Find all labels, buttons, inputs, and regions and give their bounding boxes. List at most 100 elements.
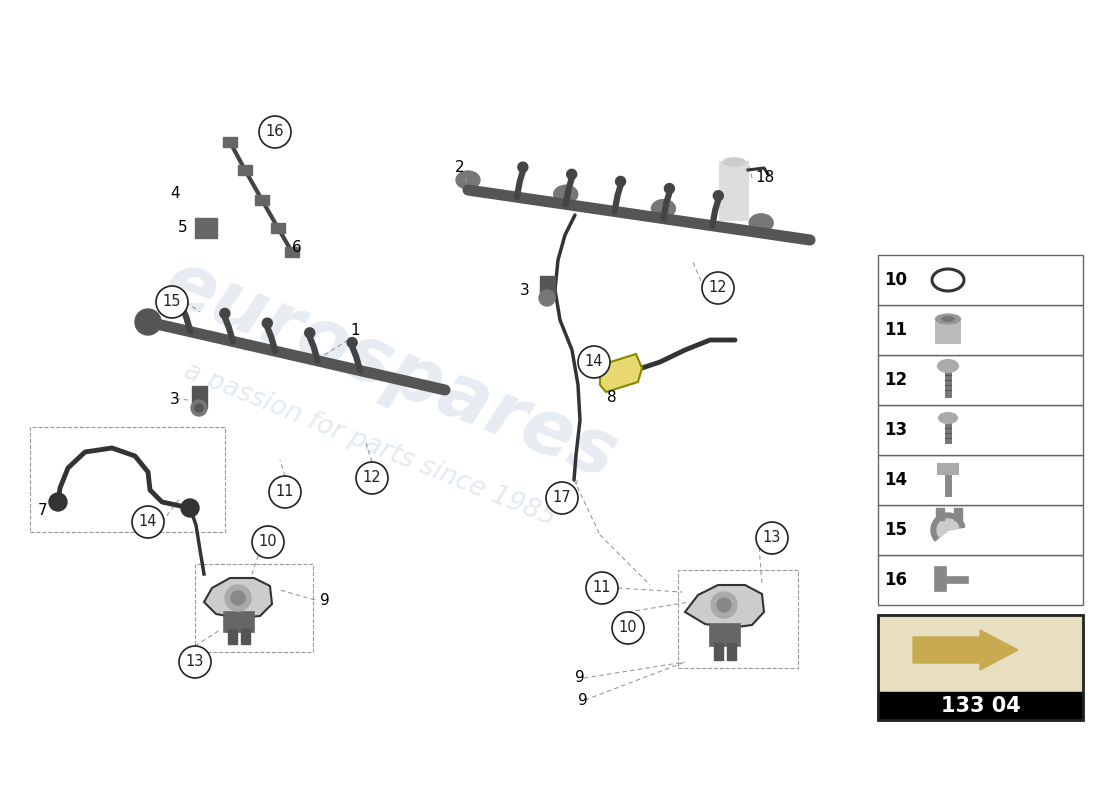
Text: 12: 12 xyxy=(884,371,908,389)
Bar xyxy=(224,612,254,632)
Text: 7: 7 xyxy=(39,503,47,518)
Ellipse shape xyxy=(723,158,745,166)
Polygon shape xyxy=(285,247,299,257)
Text: 13: 13 xyxy=(762,530,781,546)
Circle shape xyxy=(135,309,161,335)
Circle shape xyxy=(717,598,732,612)
Text: 16: 16 xyxy=(266,125,284,139)
Circle shape xyxy=(177,298,187,309)
Polygon shape xyxy=(204,578,272,618)
Text: 5: 5 xyxy=(178,220,188,235)
Circle shape xyxy=(702,272,734,304)
Bar xyxy=(540,276,556,298)
Circle shape xyxy=(348,338,358,347)
Text: 11: 11 xyxy=(884,321,908,339)
Circle shape xyxy=(664,183,674,194)
Polygon shape xyxy=(223,137,236,147)
Text: 10: 10 xyxy=(258,534,277,550)
Circle shape xyxy=(518,162,528,172)
Text: 4: 4 xyxy=(170,186,179,201)
Text: eurospares: eurospares xyxy=(152,246,628,494)
Ellipse shape xyxy=(651,199,675,218)
Text: 9: 9 xyxy=(320,593,330,608)
Text: 13: 13 xyxy=(186,654,205,670)
Text: 17: 17 xyxy=(552,490,571,506)
Bar xyxy=(195,218,217,238)
Ellipse shape xyxy=(456,171,480,189)
Text: 1: 1 xyxy=(350,323,360,338)
Bar xyxy=(878,692,1084,720)
Text: 10: 10 xyxy=(618,621,637,635)
Text: 13: 13 xyxy=(884,421,908,439)
Circle shape xyxy=(156,286,188,318)
Text: a passion for parts since 1985: a passion for parts since 1985 xyxy=(180,358,560,532)
Circle shape xyxy=(356,462,388,494)
Text: 18: 18 xyxy=(755,170,774,185)
Circle shape xyxy=(612,612,643,644)
Bar xyxy=(954,508,962,520)
Bar xyxy=(878,555,1084,605)
Text: 10: 10 xyxy=(884,271,908,289)
Bar xyxy=(241,629,250,644)
Bar xyxy=(228,629,236,644)
Circle shape xyxy=(258,116,292,148)
Ellipse shape xyxy=(553,186,578,203)
Text: 8: 8 xyxy=(607,390,617,405)
Circle shape xyxy=(546,482,578,514)
Bar xyxy=(878,355,1084,405)
Ellipse shape xyxy=(938,360,958,372)
Circle shape xyxy=(262,318,273,328)
Polygon shape xyxy=(935,567,968,591)
Text: 6: 6 xyxy=(292,240,301,255)
Text: 14: 14 xyxy=(585,354,603,370)
Text: 15: 15 xyxy=(884,521,908,539)
Circle shape xyxy=(586,572,618,604)
Ellipse shape xyxy=(939,413,957,423)
Bar xyxy=(710,624,740,646)
Circle shape xyxy=(182,499,199,517)
Wedge shape xyxy=(937,519,959,537)
Circle shape xyxy=(616,177,626,186)
Text: 3: 3 xyxy=(170,392,179,407)
Bar xyxy=(195,564,314,652)
Bar xyxy=(678,570,798,668)
Ellipse shape xyxy=(942,317,954,322)
Circle shape xyxy=(191,400,207,416)
Bar xyxy=(878,505,1084,555)
Ellipse shape xyxy=(749,214,773,232)
Bar xyxy=(714,643,723,660)
Bar xyxy=(878,305,1084,355)
Circle shape xyxy=(756,522,788,554)
Ellipse shape xyxy=(936,314,960,323)
Wedge shape xyxy=(931,513,965,541)
Bar xyxy=(936,319,960,343)
Text: 2: 2 xyxy=(455,160,464,175)
Circle shape xyxy=(220,309,230,318)
Bar xyxy=(878,405,1084,455)
Text: 14: 14 xyxy=(884,471,908,489)
Circle shape xyxy=(539,290,556,306)
Polygon shape xyxy=(238,165,252,175)
Polygon shape xyxy=(600,354,642,392)
Circle shape xyxy=(270,476,301,508)
Text: 12: 12 xyxy=(708,281,727,295)
Circle shape xyxy=(195,404,204,412)
Circle shape xyxy=(231,591,245,605)
Text: 133 04: 133 04 xyxy=(940,696,1021,716)
Bar xyxy=(878,615,1084,720)
FancyArrow shape xyxy=(913,630,1018,670)
Bar xyxy=(878,455,1084,505)
Text: 11: 11 xyxy=(593,581,612,595)
Bar xyxy=(30,427,225,532)
Circle shape xyxy=(713,190,724,201)
Text: 16: 16 xyxy=(884,571,908,589)
Text: 9: 9 xyxy=(575,670,585,685)
Circle shape xyxy=(566,170,576,179)
Circle shape xyxy=(226,585,251,611)
Circle shape xyxy=(711,592,737,618)
Text: 11: 11 xyxy=(276,485,295,499)
Bar xyxy=(936,508,944,520)
Circle shape xyxy=(132,506,164,538)
Circle shape xyxy=(305,328,315,338)
Circle shape xyxy=(578,346,610,378)
